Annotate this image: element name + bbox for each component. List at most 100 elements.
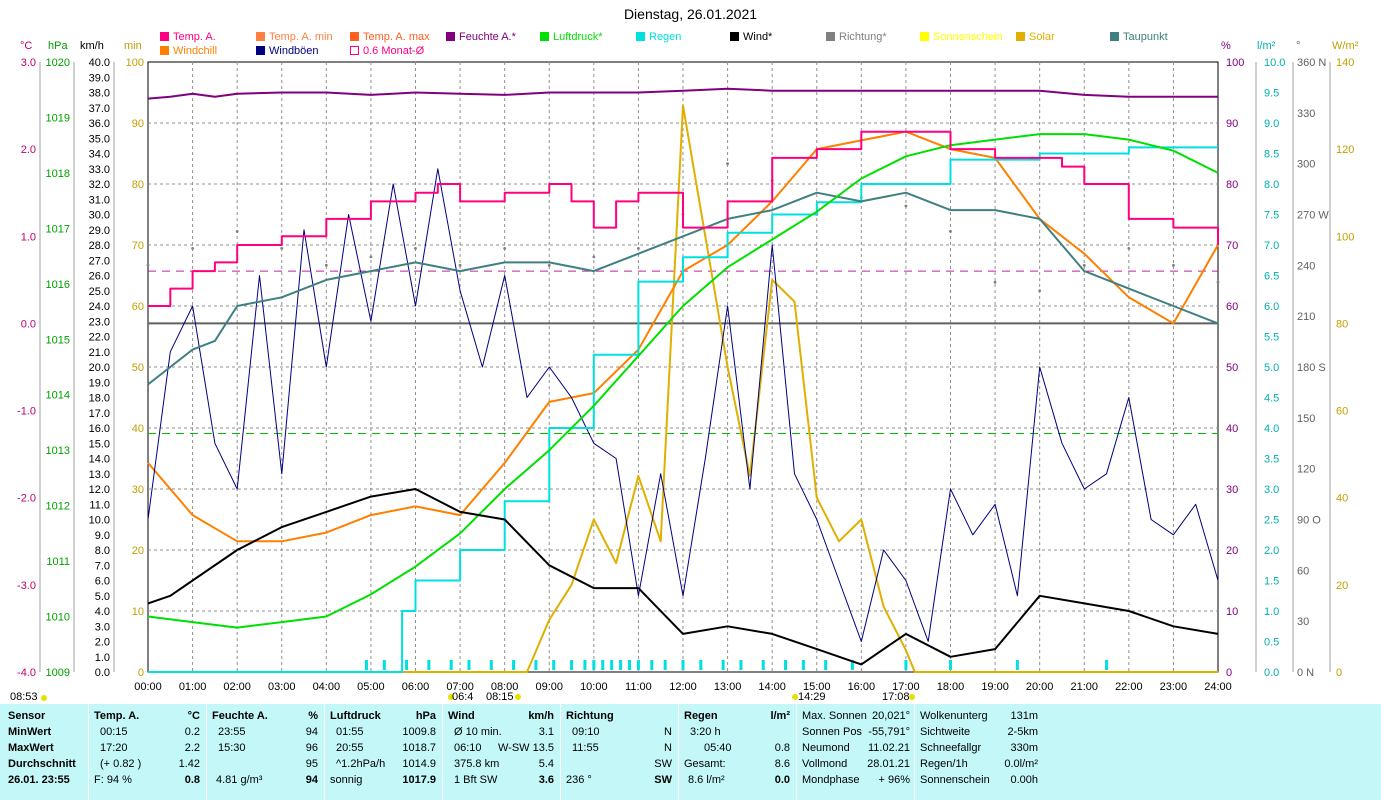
tick-x: 05:00 bbox=[357, 681, 385, 693]
sun-marker-dot bbox=[792, 694, 798, 700]
legend-item: Taupunkt bbox=[1110, 31, 1168, 43]
tick-hpa: 1019 bbox=[46, 112, 70, 124]
stats-wolken-key: Schneefallgr bbox=[920, 742, 982, 754]
tick-dir: 90 O bbox=[1297, 515, 1321, 527]
stats-max-label: MaxWert bbox=[8, 742, 54, 754]
stats-sonne-key: Neumond bbox=[802, 742, 850, 754]
stats-wolken-value: 131m bbox=[1010, 710, 1038, 722]
stats-sonne-row: Vollmond 28.01.21 bbox=[802, 756, 910, 772]
legend-label: Luftdruck* bbox=[553, 31, 603, 43]
stats-richtung-r3-value: SW bbox=[654, 758, 672, 770]
tick-kmh: 4.0 bbox=[95, 606, 110, 618]
tick-solar: 100 bbox=[1336, 231, 1354, 243]
tick-x: 03:00 bbox=[268, 681, 296, 693]
series-temp-a bbox=[148, 130, 1219, 307]
tick-x: 20:00 bbox=[1026, 681, 1054, 693]
rain-tick bbox=[610, 660, 614, 670]
axis-unit-kmh: km/h bbox=[80, 40, 104, 52]
stats-wolken: Wolkenunterg 131m Sichtweite 2-5km Schneefal… bbox=[920, 708, 1038, 788]
stats-wind-r3-note: 375.8 km bbox=[454, 758, 500, 770]
stats-luft-cur-value: 1017.9 bbox=[402, 774, 436, 786]
axis-unit-hpa: hPa bbox=[48, 40, 68, 52]
stats-feuchte: Feuchte A.% 23:55 94 15:30 96 95 4.81 g/m³… bbox=[212, 708, 318, 788]
axis-unit-rain: l/m² bbox=[1257, 40, 1276, 52]
stats-sonne-row: Neumond 11.02.21 bbox=[802, 740, 910, 756]
tick-temp: 0.0 bbox=[21, 318, 36, 330]
tick-kmh: 16.0 bbox=[89, 423, 110, 435]
tick-dir: 120 bbox=[1297, 464, 1315, 476]
stats-feuchte-min-time: 23:55 bbox=[218, 726, 246, 738]
tick-kmh: 24.0 bbox=[89, 301, 110, 313]
stats-avg-label: Durchschnitt bbox=[8, 758, 76, 770]
rain-tick bbox=[1105, 660, 1109, 670]
direction-point bbox=[191, 246, 194, 250]
tick-dir: 330 bbox=[1297, 108, 1315, 120]
tick-kmh: 34.0 bbox=[89, 149, 110, 161]
stats-richtung-r2-value: N bbox=[664, 742, 672, 754]
tick-solar: 60 bbox=[1336, 406, 1348, 418]
tick-dir: 270 W bbox=[1297, 210, 1329, 222]
tick-kmh: 19.0 bbox=[89, 377, 110, 389]
tick-hpa: 1017 bbox=[46, 223, 70, 235]
rain-tick bbox=[824, 660, 828, 670]
stats-wind-unit: km/h bbox=[528, 710, 554, 722]
tick-solar: 120 bbox=[1336, 144, 1354, 156]
legend-swatch bbox=[256, 46, 265, 55]
tick-pct: 100 bbox=[1226, 57, 1244, 69]
stats-richtung-r1-value: N bbox=[664, 726, 672, 738]
tick-hpa: 1012 bbox=[46, 501, 70, 513]
tick-kmh: 38.0 bbox=[89, 88, 110, 100]
tick-min: 30 bbox=[132, 484, 144, 496]
tick-dir: 180 S bbox=[1297, 362, 1326, 374]
tick-kmh: 0.0 bbox=[95, 667, 110, 679]
rain-tick bbox=[512, 660, 516, 670]
tick-rain: 0.0 bbox=[1264, 667, 1279, 679]
tick-x: 15:00 bbox=[803, 681, 831, 693]
tick-rain: 2.0 bbox=[1264, 545, 1279, 557]
rain-tick bbox=[699, 660, 703, 670]
stats-wind-r4-value: 3.6 bbox=[538, 774, 554, 786]
stats-richtung-r4-note: 236 ° bbox=[566, 774, 592, 786]
stats-sonne-row: Max. Sonnen 20,021° bbox=[802, 708, 910, 724]
direction-point bbox=[414, 246, 417, 250]
legend-item: Windchill bbox=[160, 45, 217, 57]
tick-solar: 0 bbox=[1336, 667, 1342, 679]
stats-luft-max-value: 1018.7 bbox=[402, 742, 436, 754]
tick-x: 01:00 bbox=[179, 681, 207, 693]
tick-x: 12:00 bbox=[669, 681, 697, 693]
tick-kmh: 35.0 bbox=[89, 133, 110, 145]
rain-tick bbox=[650, 660, 654, 670]
direction-point bbox=[458, 263, 462, 267]
tick-rain: 7.5 bbox=[1264, 210, 1279, 222]
tick-x: 22:00 bbox=[1115, 681, 1143, 693]
stats-sonne-value: + 96% bbox=[878, 774, 911, 786]
tick-rain: 6.5 bbox=[1264, 271, 1279, 283]
tick-temp: -1.0 bbox=[17, 406, 36, 418]
rain-tick bbox=[449, 660, 453, 670]
axis-unit-temp: °C bbox=[20, 40, 33, 52]
rain-tick bbox=[949, 660, 952, 670]
tick-kmh: 2.0 bbox=[95, 637, 110, 649]
stats-wind-r1-value: 3.1 bbox=[538, 726, 554, 738]
stats-regen-r2-value: 0.8 bbox=[774, 742, 790, 754]
tick-rain: 7.0 bbox=[1264, 240, 1279, 252]
tick-min: 40 bbox=[132, 423, 144, 435]
legend-item: Regen bbox=[636, 31, 681, 43]
tick-x: 23:00 bbox=[1160, 681, 1188, 693]
stats-min-label: MinWert bbox=[8, 726, 52, 738]
stats-richtung-r4-value: SW bbox=[654, 774, 672, 786]
sun-marker-dot bbox=[448, 694, 454, 700]
tick-kmh: 11.0 bbox=[89, 499, 110, 511]
series-regen bbox=[148, 146, 1218, 673]
stats-sonne-row: Sonnen Pos -55,791° bbox=[802, 724, 910, 740]
stats-wolken-key: Sichtweite bbox=[920, 726, 971, 738]
tick-kmh: 33.0 bbox=[89, 164, 110, 176]
stats-luft-cur-note: sonnig bbox=[330, 774, 363, 786]
tick-kmh: 22.0 bbox=[89, 332, 110, 344]
tick-rain: 4.5 bbox=[1264, 393, 1279, 405]
tick-solar: 140 bbox=[1336, 57, 1354, 69]
tick-kmh: 3.0 bbox=[95, 621, 110, 633]
tick-dir: 30 bbox=[1297, 616, 1309, 628]
tick-kmh: 14.0 bbox=[89, 454, 110, 466]
tick-pct: 10 bbox=[1226, 606, 1238, 618]
